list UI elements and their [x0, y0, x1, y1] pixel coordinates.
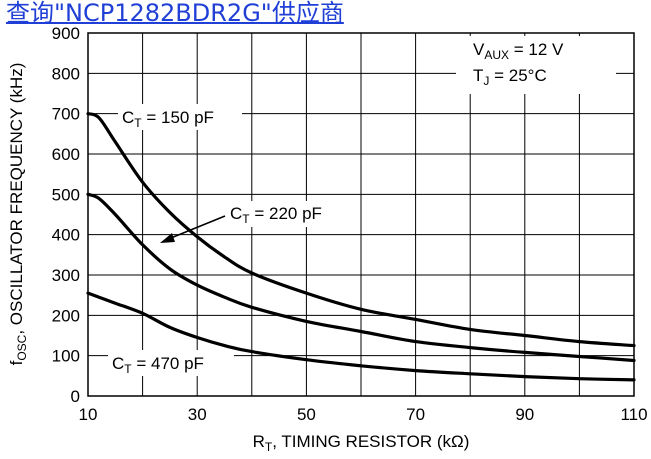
- label-bg-220pf: [225, 201, 353, 227]
- series-line-470pf: [86, 291, 636, 382]
- x-tick-label: 30: [188, 405, 207, 424]
- plot-frame: [87, 32, 635, 397]
- x-tick-label: 50: [297, 405, 316, 424]
- x-tick-label: 90: [515, 405, 534, 424]
- series-line-150pf: [86, 112, 636, 348]
- y-tick-label: 200: [52, 306, 80, 325]
- condition-vaux: VAUX = 12 V: [473, 40, 564, 62]
- label-bg-470pf: [108, 350, 234, 376]
- y-axis-title: fOSC, OSCILLATOR FREQUENCY (kHz): [7, 63, 29, 366]
- condition-tj: TJ = 25°C: [473, 66, 547, 88]
- conditions-box-bg: [456, 36, 616, 94]
- y-tick-label: 900: [52, 24, 80, 43]
- y-tick-label: 100: [52, 347, 80, 366]
- label-bg-150pf: [118, 104, 242, 130]
- series-label-470pf: CT = 470 pF: [112, 354, 204, 376]
- x-tick-labels: 10 30 50 70 90 110: [79, 405, 648, 424]
- y-tick-label: 600: [52, 145, 80, 164]
- supplier-query-link[interactable]: 查询"NCP1282BDR2G"供应商: [6, 0, 344, 27]
- y-tick-labels: 0 100 200 300 400 500 600 700 800 900: [52, 24, 80, 406]
- series-label-220pf: CT = 220 pF: [230, 204, 322, 226]
- y-tick-label: 800: [52, 64, 80, 83]
- x-tick-label: 110: [620, 405, 647, 424]
- y-tick-label: 700: [52, 105, 80, 124]
- series-label-150pf: CT = 150 pF: [122, 108, 214, 130]
- series-line-220pf: [86, 192, 636, 363]
- series-lines: [86, 112, 636, 382]
- y-tick-label: 500: [52, 185, 80, 204]
- x-tick-label: 10: [79, 405, 98, 424]
- y-tick-label: 0: [71, 387, 80, 406]
- y-tick-label: 300: [52, 266, 80, 285]
- x-tick-label: 70: [406, 405, 425, 424]
- series-220pf-pointer-arrow: [160, 215, 226, 243]
- y-tick-label: 400: [52, 226, 80, 245]
- x-axis-title: RT, TIMING RESISTOR (kΩ): [253, 432, 470, 454]
